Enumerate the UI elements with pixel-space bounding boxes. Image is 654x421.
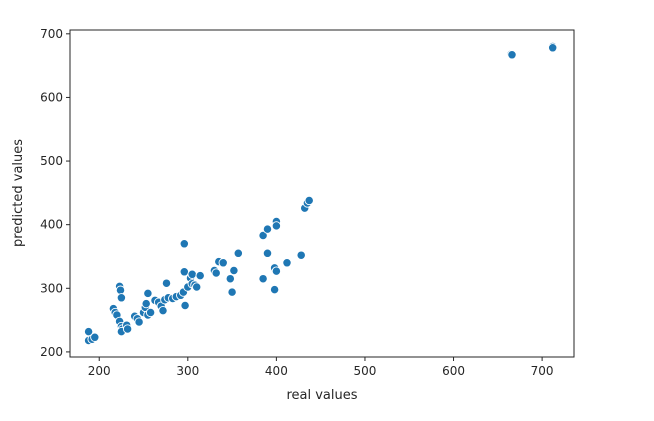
data-point bbox=[262, 248, 273, 258]
data-point bbox=[227, 287, 237, 297]
data-point bbox=[179, 267, 189, 277]
y-tick-label: 600 bbox=[40, 90, 63, 104]
x-axis-label: real values bbox=[286, 388, 357, 403]
data-point bbox=[122, 324, 133, 334]
x-tick-label: 500 bbox=[354, 364, 377, 378]
data-point bbox=[115, 285, 126, 295]
data-point bbox=[141, 298, 151, 309]
x-tick-label: 200 bbox=[88, 364, 111, 378]
data-point bbox=[296, 250, 306, 260]
data-point bbox=[116, 293, 127, 303]
x-tick-label: 700 bbox=[531, 364, 554, 378]
data-point bbox=[145, 307, 156, 318]
y-axis-label: predicted values bbox=[11, 139, 26, 247]
data-point bbox=[161, 278, 172, 288]
y-tick-label: 500 bbox=[40, 154, 63, 168]
data-point bbox=[269, 284, 280, 295]
data-point bbox=[229, 265, 239, 276]
data-point bbox=[271, 266, 282, 276]
x-tick-label: 400 bbox=[265, 364, 288, 378]
data-point bbox=[282, 258, 292, 268]
data-point bbox=[304, 195, 314, 206]
data-point bbox=[179, 239, 189, 249]
y-tick-label: 700 bbox=[40, 27, 63, 41]
x-axis: 200 300 400 500 600 700 bbox=[88, 357, 554, 378]
data-point bbox=[507, 50, 517, 60]
data-point bbox=[225, 274, 235, 284]
data-point bbox=[83, 326, 94, 337]
data-point bbox=[158, 305, 168, 316]
y-axis: 200 300 400 500 600 700 bbox=[40, 27, 70, 359]
data-point bbox=[258, 230, 268, 241]
data-point bbox=[271, 221, 282, 231]
data-point bbox=[211, 268, 221, 278]
data-point bbox=[258, 274, 268, 284]
data-point bbox=[143, 288, 153, 299]
data-point bbox=[262, 224, 273, 234]
data-point bbox=[192, 282, 202, 292]
y-tick-label: 200 bbox=[40, 345, 63, 359]
data-point bbox=[180, 300, 190, 311]
data-points bbox=[83, 41, 558, 346]
y-tick-label: 300 bbox=[40, 281, 63, 295]
data-point bbox=[187, 269, 197, 279]
data-point bbox=[90, 332, 100, 342]
x-tick-label: 300 bbox=[176, 364, 199, 378]
data-point bbox=[218, 258, 228, 268]
data-point bbox=[233, 248, 243, 258]
x-tick-label: 600 bbox=[442, 364, 465, 378]
y-tick-label: 400 bbox=[40, 218, 63, 232]
plot-frame bbox=[69, 29, 575, 358]
data-point bbox=[548, 43, 558, 53]
data-point bbox=[195, 270, 205, 281]
data-point bbox=[134, 317, 144, 327]
